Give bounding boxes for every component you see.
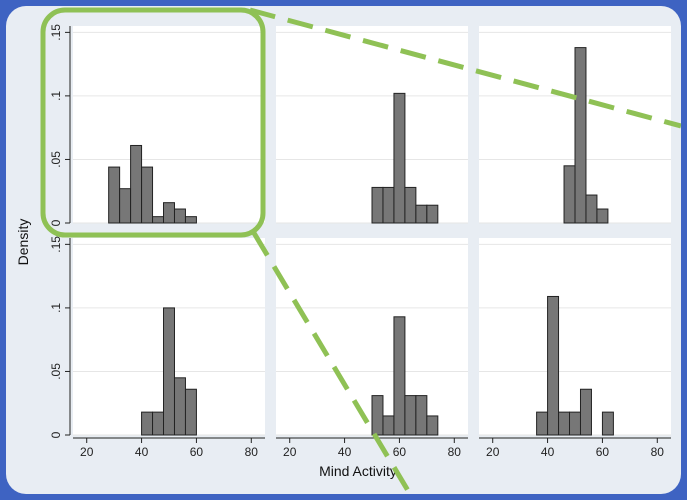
histogram-bar bbox=[163, 202, 175, 224]
histogram-bar bbox=[130, 144, 143, 224]
y-tick-label: .05 bbox=[49, 363, 63, 380]
histogram-bar bbox=[184, 388, 197, 436]
histogram-bar bbox=[382, 186, 395, 224]
histogram-bar bbox=[579, 388, 592, 436]
x-tick-label: 20 bbox=[80, 445, 94, 459]
x-tick-label: 40 bbox=[135, 445, 149, 459]
histogram-bar bbox=[547, 295, 560, 436]
panel-background bbox=[73, 26, 265, 223]
histogram-bar bbox=[141, 411, 154, 436]
callout-line-bottom bbox=[251, 231, 413, 494]
x-tick-label: 80 bbox=[448, 445, 462, 459]
x-tick-label: 40 bbox=[541, 445, 555, 459]
histogram-bar bbox=[393, 92, 406, 224]
histogram-bar bbox=[163, 307, 175, 436]
y-axis-title: Density bbox=[15, 219, 31, 266]
histogram-panel-3 bbox=[479, 26, 671, 224]
y-tick-label: .05 bbox=[49, 151, 63, 168]
histogram-bar bbox=[371, 395, 384, 436]
y-tick-label: 0 bbox=[49, 219, 63, 226]
y-tick-label: .1 bbox=[49, 91, 63, 101]
x-axis-title: Mind Activity bbox=[319, 463, 397, 479]
histogram-bar bbox=[569, 411, 581, 436]
histogram-bar bbox=[173, 377, 186, 436]
histogram-bar bbox=[426, 204, 439, 224]
histogram-bar bbox=[404, 186, 417, 224]
histogram-bar bbox=[601, 411, 614, 436]
histogram-panel-2 bbox=[276, 26, 468, 224]
histogram-bar bbox=[184, 216, 197, 224]
histogram-bar bbox=[415, 395, 428, 436]
histogram-bar bbox=[415, 204, 428, 224]
histogram-bar bbox=[108, 166, 121, 224]
histogram-bar bbox=[563, 165, 576, 224]
histogram-panel-4: 0 .05 .1 .15 20 40 60 80 bbox=[49, 236, 265, 459]
histogram-bar bbox=[585, 194, 598, 224]
panel-background bbox=[479, 238, 671, 435]
y-tick-label: .15 bbox=[49, 236, 63, 253]
highlight-overlay bbox=[40, 7, 681, 494]
histogram-bar bbox=[393, 316, 406, 436]
histogram-bar bbox=[596, 208, 609, 224]
y-tick-label: .15 bbox=[49, 24, 63, 41]
x-tick-label: 20 bbox=[486, 445, 500, 459]
y-tick-label: 0 bbox=[49, 431, 63, 438]
histogram-bar bbox=[152, 216, 165, 224]
histogram-bar bbox=[426, 415, 439, 436]
histogram-bar bbox=[536, 411, 549, 436]
x-tick-label: 20 bbox=[283, 445, 297, 459]
x-tick-label: 40 bbox=[338, 445, 352, 459]
histogram-bar bbox=[173, 208, 186, 224]
x-tick-label: 80 bbox=[651, 445, 665, 459]
histogram-bar bbox=[371, 186, 384, 224]
histogram-bar bbox=[141, 166, 154, 224]
histogram-chart: 0 .05 .1 .15 0 .05 .1 .15 20 40 60 80 20 40 60 80 20 40 60… bbox=[15, 7, 681, 494]
histogram-bar bbox=[558, 411, 571, 436]
histogram-panel-6: 20 40 60 80 bbox=[479, 238, 671, 459]
x-tick-label: 60 bbox=[596, 445, 610, 459]
histogram-panel-5: 20 40 60 80 bbox=[276, 238, 468, 459]
callout-line-top bbox=[249, 7, 681, 129]
x-tick-label: 60 bbox=[190, 445, 204, 459]
y-tick-label: .1 bbox=[49, 303, 63, 313]
panels-layer: 0 .05 .1 .15 0 .05 .1 .15 20 40 60 80 20 40 60 80 20 40 60… bbox=[49, 24, 671, 459]
highlight-box bbox=[40, 7, 266, 238]
x-tick-label: 80 bbox=[245, 445, 259, 459]
histogram-panel-1: 0 .05 .1 .15 bbox=[49, 24, 265, 226]
histogram-bar bbox=[574, 47, 587, 224]
histogram-bar bbox=[119, 188, 132, 224]
histogram-bar bbox=[382, 415, 395, 436]
chart-card: 0 .05 .1 .15 0 .05 .1 .15 20 40 60 80 20 40 60 80 20 40 60… bbox=[6, 6, 681, 494]
histogram-bar bbox=[404, 395, 417, 436]
x-tick-label: 60 bbox=[393, 445, 407, 459]
histogram-bar bbox=[152, 411, 165, 436]
